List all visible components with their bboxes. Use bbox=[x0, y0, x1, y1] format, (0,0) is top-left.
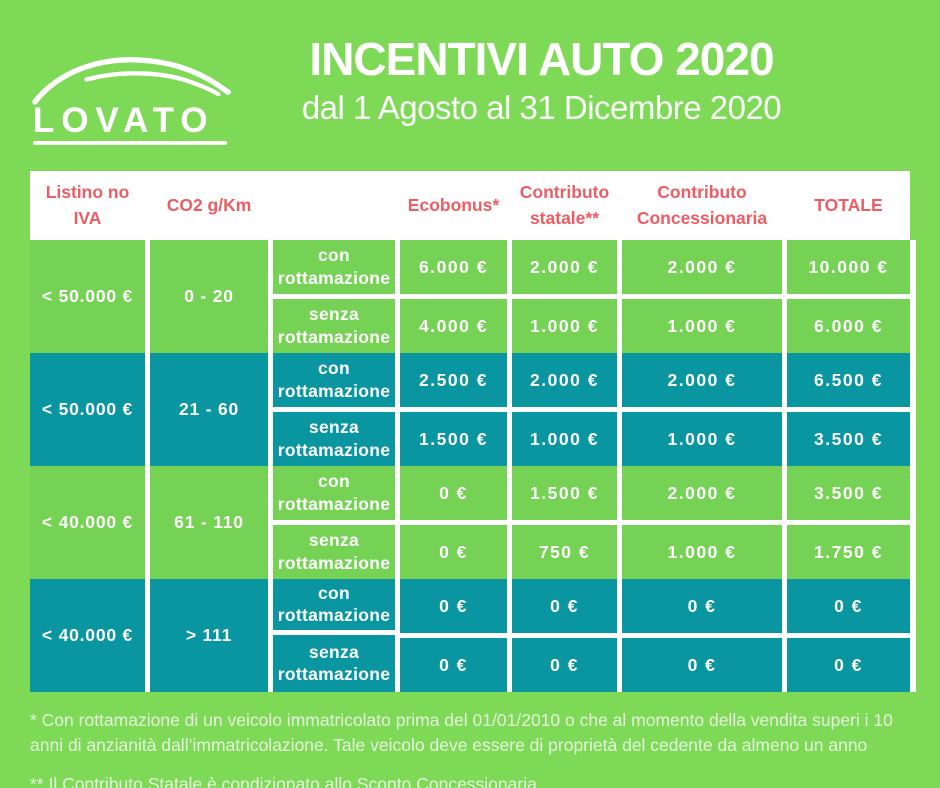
ecobonus-column: 0 € 0 € bbox=[400, 466, 507, 579]
ecobonus-value: 4.000 € bbox=[400, 299, 507, 353]
table-row-group: < 40.000 € > 111 con rottamazione senza … bbox=[30, 579, 910, 692]
rottamazione-label: senza rottamazione bbox=[273, 525, 395, 579]
column-header-listino: Listino no IVA bbox=[45, 182, 130, 228]
concessionaria-column: 0 € 0 € bbox=[622, 579, 782, 692]
car-logo-icon: LOVATO bbox=[32, 57, 231, 145]
ecobonus-value: 0 € bbox=[400, 525, 507, 579]
totale-value: 10.000 € bbox=[787, 240, 910, 294]
concessionaria-value: 0 € bbox=[622, 638, 782, 692]
rottamazione-label: con rottamazione bbox=[273, 579, 395, 630]
rottamazione-label: senza rottamazione bbox=[273, 412, 395, 466]
concessionaria-value: 1.000 € bbox=[622, 412, 782, 466]
rottamazione-label: con rottamazione bbox=[273, 353, 395, 407]
co2-range-cell: > 111 bbox=[150, 579, 268, 692]
price-range-cell: < 40.000 € bbox=[30, 579, 145, 692]
statale-value: 750 € bbox=[512, 525, 617, 579]
column-header-statale: Contributo statale** bbox=[519, 182, 610, 228]
co2-range-cell: 61 - 110 bbox=[150, 466, 268, 579]
title-block: INCENTIVI AUTO 2020 dal 1 Agosto al 31 D… bbox=[235, 36, 910, 127]
statale-value: 0 € bbox=[512, 638, 617, 692]
totale-column: 0 € 0 € bbox=[787, 579, 910, 692]
totale-column: 3.500 € 1.750 € bbox=[787, 466, 910, 579]
price-range-cell: < 40.000 € bbox=[30, 466, 145, 579]
statale-column: 1.500 € 750 € bbox=[512, 466, 617, 579]
column-header-concessionaria: Contributo Concessionaria bbox=[636, 182, 768, 228]
column-header-ecobonus: Ecobonus* bbox=[407, 194, 500, 215]
price-range-cell: < 50.000 € bbox=[30, 353, 145, 466]
statale-value: 2.000 € bbox=[512, 240, 617, 294]
ecobonus-column: 2.500 € 1.500 € bbox=[400, 353, 507, 466]
statale-value: 1.000 € bbox=[512, 299, 617, 353]
concessionaria-value: 2.000 € bbox=[622, 466, 782, 520]
ecobonus-value: 0 € bbox=[400, 579, 507, 633]
rottamazione-label: con rottamazione bbox=[273, 240, 395, 294]
incentives-table: Listino no IVA CO2 g/Km Ecobonus* Contri… bbox=[30, 171, 916, 692]
ecobonus-value: 1.500 € bbox=[400, 412, 507, 466]
statale-column: 2.000 € 1.000 € bbox=[512, 240, 617, 353]
car-beltline bbox=[84, 71, 221, 97]
concessionaria-column: 2.000 € 1.000 € bbox=[622, 466, 782, 579]
table-row-group: < 50.000 € 0 - 20 con rottamazione senza… bbox=[30, 240, 910, 353]
totale-value: 6.500 € bbox=[787, 353, 910, 407]
footnote-contributo-statale: ** Il Contributo Statale è condizionato … bbox=[30, 773, 537, 788]
concessionaria-value: 2.000 € bbox=[622, 240, 782, 294]
ecobonus-value: 0 € bbox=[400, 466, 507, 520]
column-header-co2: CO2 g/Km bbox=[166, 194, 252, 215]
brand-name: LOVATO bbox=[33, 101, 214, 140]
concessionaria-value: 0 € bbox=[622, 579, 782, 633]
co2-range-cell: 0 - 20 bbox=[150, 240, 268, 353]
concessionaria-value: 2.000 € bbox=[622, 353, 782, 407]
totale-value: 0 € bbox=[787, 638, 910, 692]
table-header-row: Listino no IVA CO2 g/Km Ecobonus* Contri… bbox=[30, 171, 910, 240]
rottamazione-column: con rottamazione senza rottamazione bbox=[273, 353, 395, 466]
totale-value: 6.000 € bbox=[787, 299, 910, 353]
rottamazione-column: con rottamazione senza rottamazione bbox=[273, 240, 395, 353]
ecobonus-column: 6.000 € 4.000 € bbox=[400, 240, 507, 353]
rottamazione-label: senza rottamazione bbox=[273, 299, 395, 353]
page-subtitle: dal 1 Agosto al 31 Dicembre 2020 bbox=[301, 88, 782, 126]
ecobonus-value: 2.500 € bbox=[400, 353, 507, 407]
ecobonus-value: 6.000 € bbox=[400, 240, 507, 294]
page-title: INCENTIVI AUTO 2020 bbox=[309, 33, 774, 85]
totale-value: 3.500 € bbox=[787, 412, 910, 466]
statale-column: 0 € 0 € bbox=[512, 579, 617, 692]
car-roofline bbox=[32, 57, 231, 105]
ecobonus-value: 0 € bbox=[400, 638, 507, 692]
rottamazione-label: senza rottamazione bbox=[273, 634, 395, 692]
concessionaria-column: 2.000 € 1.000 € bbox=[622, 353, 782, 466]
rottamazione-column: con rottamazione senza rottamazione bbox=[273, 466, 395, 579]
totale-value: 3.500 € bbox=[787, 466, 910, 520]
totale-column: 6.500 € 3.500 € bbox=[787, 353, 910, 466]
statale-column: 2.000 € 1.000 € bbox=[512, 353, 617, 466]
statale-value: 2.000 € bbox=[512, 353, 617, 407]
logo-underline bbox=[32, 140, 228, 145]
footnotes-section: * Con rottamazione di un veicolo immatri… bbox=[30, 708, 910, 788]
totale-column: 10.000 € 6.000 € bbox=[787, 240, 910, 353]
table-body: < 50.000 € 0 - 20 con rottamazione senza… bbox=[30, 240, 916, 692]
concessionaria-value: 1.000 € bbox=[622, 525, 782, 579]
statale-value: 1.500 € bbox=[512, 466, 617, 520]
header-section: LOVATO INCENTIVI AUTO 2020 dal 1 Agosto … bbox=[0, 0, 940, 155]
totale-value: 1.750 € bbox=[787, 525, 910, 579]
price-range-cell: < 50.000 € bbox=[30, 240, 145, 353]
rottamazione-label: con rottamazione bbox=[273, 466, 395, 520]
rottamazione-column: con rottamazione senza rottamazione bbox=[273, 579, 395, 692]
totale-value: 0 € bbox=[787, 579, 910, 633]
statale-value: 0 € bbox=[512, 579, 617, 633]
table-row-group: < 40.000 € 61 - 110 con rottamazione sen… bbox=[30, 466, 910, 579]
column-header-rottamazione bbox=[273, 171, 395, 240]
footnote-rottamazione: * Con rottamazione di un veicolo immatri… bbox=[30, 710, 893, 755]
brand-logo: LOVATO bbox=[30, 48, 235, 155]
ecobonus-column: 0 € 0 € bbox=[400, 579, 507, 692]
statale-value: 1.000 € bbox=[512, 412, 617, 466]
column-header-totale: TOTALE bbox=[814, 194, 883, 215]
concessionaria-column: 2.000 € 1.000 € bbox=[622, 240, 782, 353]
table-row-group: < 50.000 € 21 - 60 con rottamazione senz… bbox=[30, 353, 910, 466]
co2-range-cell: 21 - 60 bbox=[150, 353, 268, 466]
concessionaria-value: 1.000 € bbox=[622, 299, 782, 353]
